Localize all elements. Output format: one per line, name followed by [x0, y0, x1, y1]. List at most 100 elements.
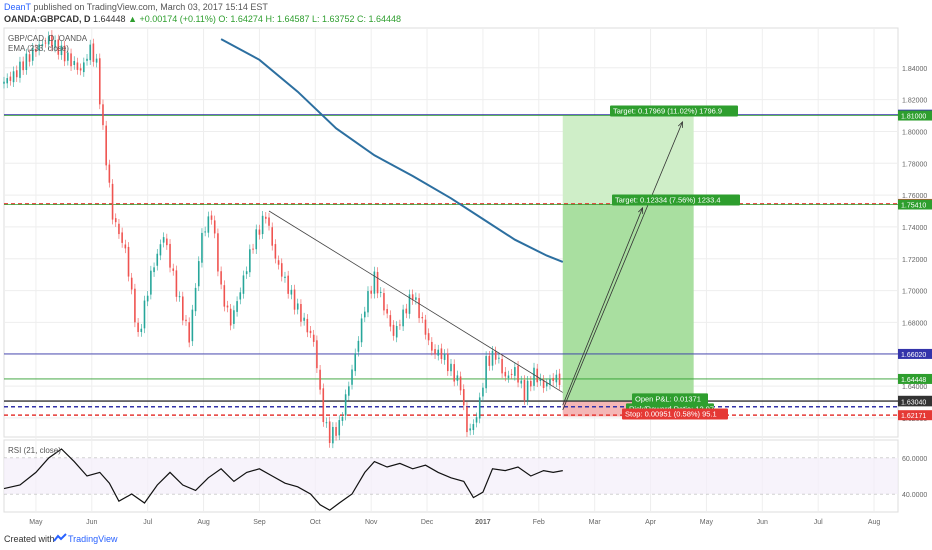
price-change: ▲ +0.00174 (+0.11%) — [128, 14, 216, 24]
y-tick-label: 1.84000 — [902, 66, 927, 73]
symbol[interactable]: OANDA:GBPCAD, D — [4, 14, 91, 24]
candle-body — [415, 297, 417, 300]
level-price-badge — [898, 110, 932, 121]
candle-body — [140, 328, 143, 333]
candle-body — [408, 294, 411, 314]
candle-body — [274, 244, 277, 259]
candle-body — [252, 248, 254, 250]
candle-body — [459, 376, 462, 391]
candle-body — [67, 52, 69, 61]
candle-body — [510, 373, 513, 375]
candle-body — [545, 383, 548, 387]
candle-body — [22, 61, 24, 71]
published-text: published on TradingView.com, March 03, … — [33, 2, 268, 12]
tradingview-brand[interactable]: TradingView — [68, 534, 118, 544]
price-chart[interactable]: 1.84000 1.82000 1.80000 1.78000 1.76000 1.740… — [0, 0, 932, 530]
target2-label: Target: 0.17969 (11.02%) 1796.9 — [613, 107, 722, 116]
candle-body — [204, 231, 206, 233]
candle-body — [197, 261, 200, 287]
candle-body — [102, 104, 104, 126]
candle-body — [418, 298, 420, 319]
candle-body — [63, 45, 66, 62]
candle-body — [118, 223, 120, 235]
rsi-band — [4, 458, 898, 494]
candle-body — [392, 324, 395, 336]
candle-body — [507, 375, 510, 379]
candle-body — [338, 420, 341, 436]
x-tick-label: Mar — [589, 519, 602, 526]
level-price-label: 1.66020 — [901, 352, 926, 359]
candle-body — [287, 275, 289, 294]
target2-zone — [562, 115, 694, 205]
candle-body — [60, 45, 63, 56]
x-tick-label: Jun — [86, 519, 97, 526]
candle-body — [229, 308, 232, 326]
candle-body — [121, 232, 123, 243]
candle-body — [450, 363, 452, 372]
candle-body — [443, 353, 446, 360]
rsi-tick-label: 60.0000 — [902, 456, 927, 463]
candle-body — [494, 351, 497, 360]
y-tick-label: 1.70000 — [902, 289, 927, 296]
candle-body — [162, 237, 165, 243]
candle-body — [156, 253, 159, 266]
candle-body — [437, 349, 440, 356]
candle-body — [303, 317, 305, 321]
candle-body — [134, 288, 136, 323]
candle-body — [153, 267, 155, 273]
candle-body — [47, 36, 50, 45]
level-price-label: 1.75410 — [901, 202, 926, 209]
pnl-label-bg — [632, 393, 708, 405]
author-name[interactable]: DeanT — [4, 2, 31, 12]
candle-body — [478, 397, 481, 419]
x-tick-label: May — [700, 519, 714, 526]
candle-body — [405, 308, 408, 314]
candle-body — [335, 427, 337, 436]
candle-body — [245, 271, 248, 275]
candle-body — [89, 44, 92, 61]
candle-body — [271, 227, 273, 246]
candle-body — [127, 246, 130, 277]
candle-body — [482, 387, 484, 397]
candle-body — [424, 319, 427, 335]
last-price: 1.64448 — [93, 14, 126, 24]
candle-body — [223, 285, 226, 307]
candle-body — [475, 417, 478, 423]
level-price-badge — [898, 410, 932, 421]
candle-body — [239, 292, 242, 300]
footer: Created with TradingView — [0, 530, 932, 550]
candle-body — [76, 62, 79, 70]
candle-body — [363, 311, 366, 318]
candle-body — [427, 333, 430, 341]
candle-body — [236, 301, 238, 312]
y-tick-label: 1.82000 — [902, 98, 927, 105]
candle-body — [558, 373, 561, 385]
candle-body — [552, 377, 554, 381]
candle-body — [411, 294, 414, 301]
candle-body — [434, 349, 436, 355]
candle-body — [261, 215, 264, 235]
candle-body — [57, 39, 60, 55]
target1-label: Target: 0.12334 (7.56%) 1233.4 — [615, 195, 721, 204]
x-tick-label: May — [29, 519, 43, 526]
candle-body — [255, 229, 258, 250]
candle-body — [159, 244, 162, 256]
x-tick-label: Aug — [868, 519, 881, 526]
candle-body — [226, 305, 229, 308]
created-with-text: Created with — [4, 534, 55, 544]
candle-body — [166, 238, 168, 246]
candle-body — [383, 293, 385, 311]
candle-body — [73, 61, 76, 66]
candle-body — [137, 322, 139, 333]
candle-body — [488, 355, 491, 366]
candle-body — [79, 68, 82, 71]
y-tick-label: 1.64000 — [902, 384, 927, 391]
arrow-head — [677, 120, 683, 128]
candle-body — [130, 277, 133, 290]
candle-body — [421, 316, 424, 319]
candle-body — [188, 322, 190, 343]
candle-body — [312, 334, 315, 342]
stop-label-bg — [622, 408, 728, 420]
candle-body — [210, 215, 213, 220]
candle-body — [402, 309, 404, 327]
